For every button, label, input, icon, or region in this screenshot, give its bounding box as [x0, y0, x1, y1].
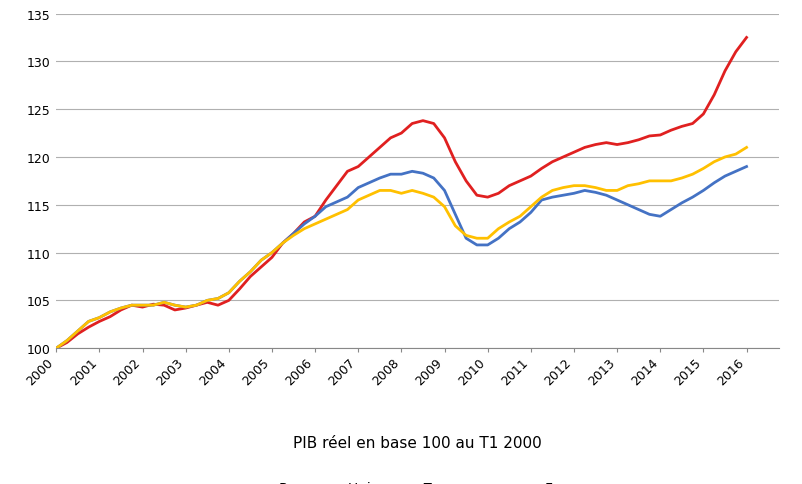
Zone euro: [719, 174, 729, 180]
France: [407, 188, 416, 194]
France: [256, 258, 265, 264]
X-axis label: PIB réel en base 100 au T1 2000: PIB réel en base 100 au T1 2000: [293, 436, 541, 451]
Royaume-Uni: [51, 346, 61, 351]
Legend: Royaume-Uni, Zone euro, France: Royaume-Uni, Zone euro, France: [238, 476, 596, 484]
Line: Royaume-Uni: Royaume-Uni: [56, 38, 746, 348]
Line: Zone euro: Zone euro: [56, 167, 746, 348]
Zone euro: [741, 164, 751, 170]
Zone euro: [342, 195, 352, 201]
Royaume-Uni: [256, 264, 265, 270]
Zone euro: [256, 258, 265, 264]
France: [51, 346, 61, 351]
France: [213, 296, 222, 302]
Royaume-Uni: [644, 134, 654, 139]
France: [644, 179, 654, 184]
Zone euro: [213, 296, 222, 302]
Royaume-Uni: [719, 69, 729, 75]
Royaume-Uni: [741, 35, 751, 41]
Royaume-Uni: [213, 302, 222, 308]
France: [741, 145, 751, 151]
Zone euro: [407, 169, 416, 175]
Zone euro: [644, 212, 654, 218]
Zone euro: [51, 346, 61, 351]
Line: France: France: [56, 148, 746, 348]
Royaume-Uni: [407, 121, 416, 127]
Royaume-Uni: [342, 169, 352, 175]
France: [719, 155, 729, 161]
France: [342, 207, 352, 213]
